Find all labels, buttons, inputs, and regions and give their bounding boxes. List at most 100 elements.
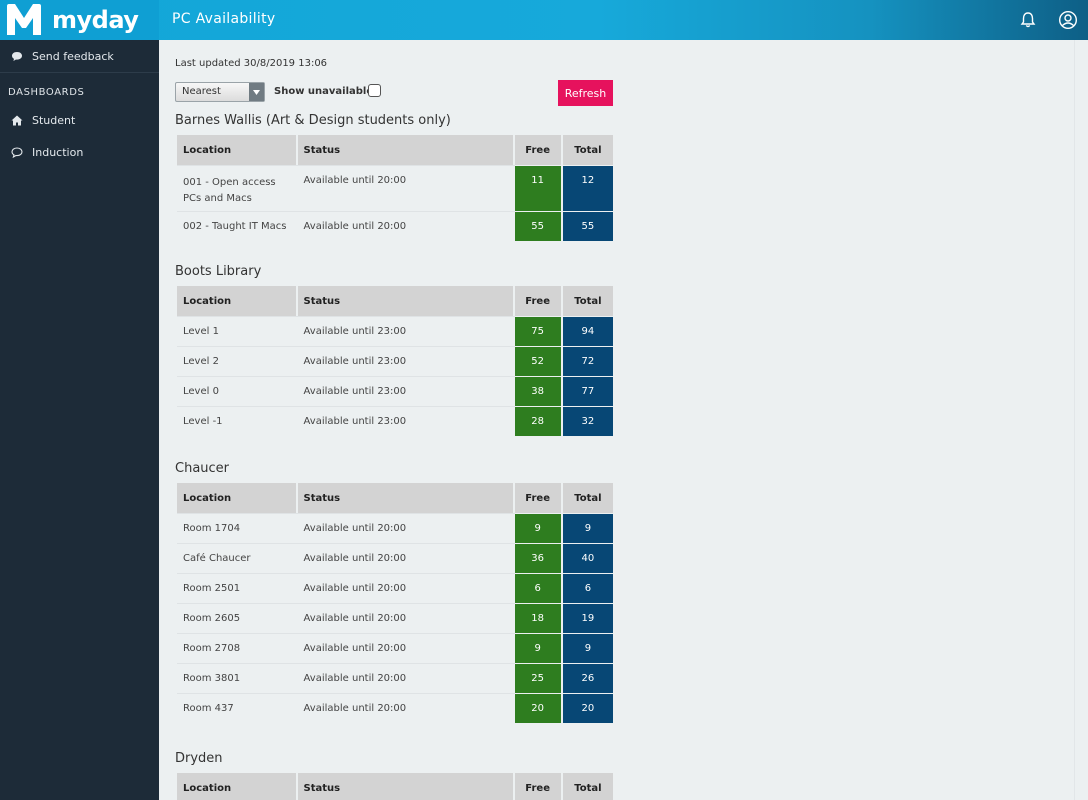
- total-cell: 9: [562, 513, 615, 543]
- location-cell: Room 2501: [177, 573, 298, 603]
- location-cell: Room 2605: [177, 603, 298, 633]
- speech-bubble-icon: [10, 49, 24, 63]
- total-cell: 19: [562, 603, 615, 633]
- free-cell: 75: [514, 316, 563, 346]
- table-row: Room 3801 Available until 20:00 25 26: [177, 663, 615, 693]
- building-section: Barnes Wallis (Art & Design students onl…: [175, 113, 615, 241]
- total-cell: 77: [562, 376, 615, 406]
- sidebar-item-label: Induction: [32, 145, 84, 159]
- free-cell: 18: [514, 603, 563, 633]
- total-count: 12: [562, 166, 613, 211]
- free-cell: 52: [514, 346, 563, 376]
- free-cell: 28: [514, 406, 563, 436]
- free-count: 36: [514, 544, 561, 573]
- scrollbar[interactable]: [1074, 40, 1088, 800]
- total-count: 94: [562, 317, 613, 346]
- show-unavailable-checkbox[interactable]: [368, 84, 381, 97]
- table-row: Level 0 Available until 23:00 38 77: [177, 376, 615, 406]
- status-cell: Available until 20:00: [297, 663, 515, 693]
- total-cell: 72: [562, 346, 615, 376]
- column-header-total: Total: [562, 286, 615, 316]
- column-header-status: Status: [297, 483, 515, 513]
- total-cell: 94: [562, 316, 615, 346]
- column-header-free: Free: [514, 773, 563, 800]
- free-count: 38: [514, 377, 561, 406]
- table-row: Room 2708 Available until 20:00 9 9: [177, 633, 615, 663]
- status-cell: Available until 20:00: [297, 543, 515, 573]
- free-cell: 38: [514, 376, 563, 406]
- controls-row: Nearest Show unavailable Refresh: [175, 80, 615, 107]
- table-row: Room 2605 Available until 20:00 18 19: [177, 603, 615, 633]
- location-cell: Room 2708: [177, 633, 298, 663]
- free-count: 18: [514, 604, 561, 633]
- total-count: 26: [562, 664, 613, 693]
- total-count: 55: [562, 212, 613, 241]
- status-cell: Available until 20:00: [297, 603, 515, 633]
- free-count: 11: [514, 166, 561, 211]
- building-section: Dryden Location Status Free Total: [175, 751, 615, 800]
- column-header-total: Total: [562, 483, 615, 513]
- location-cell: Café Chaucer: [177, 543, 298, 573]
- free-cell: 25: [514, 663, 563, 693]
- sidebar-section-heading: DASHBOARDS: [8, 87, 85, 98]
- table-row: 002 - Taught IT Macs Available until 20:0…: [177, 211, 615, 241]
- total-count: 77: [562, 377, 613, 406]
- free-count: 20: [514, 694, 561, 723]
- sidebar-item-send-feedback[interactable]: Send feedback: [0, 40, 159, 72]
- building-section: Chaucer Location Status Free Total Room 1704 A…: [175, 461, 615, 723]
- main-content: Last updated 30/8/2019 13:06 Nearest Sho…: [159, 40, 1074, 800]
- sort-select-value: Nearest: [182, 86, 221, 97]
- total-cell: 12: [562, 165, 615, 211]
- column-header-location: Location: [177, 286, 298, 316]
- total-count: 9: [562, 514, 613, 543]
- sort-select[interactable]: Nearest: [175, 82, 265, 102]
- status-cell: Available until 20:00: [297, 165, 515, 211]
- column-header-location: Location: [177, 135, 298, 165]
- total-count: 6: [562, 574, 613, 603]
- last-updated-text: Last updated 30/8/2019 13:06: [175, 58, 328, 69]
- brand-logo[interactable]: myday: [0, 0, 159, 40]
- free-count: 55: [514, 212, 561, 241]
- free-count: 52: [514, 347, 561, 376]
- top-bar: myday PC Availability: [0, 0, 1088, 40]
- availability-table: Location Status Free Total Level 1 Available …: [177, 286, 615, 436]
- availability-table: Location Status Free Total Room 1704 Availabl…: [177, 483, 615, 723]
- table-row: Room 2501 Available until 20:00 6 6: [177, 573, 615, 603]
- total-cell: 32: [562, 406, 615, 436]
- total-cell: 55: [562, 211, 615, 241]
- status-cell: Available until 20:00: [297, 573, 515, 603]
- sidebar: Send feedback DASHBOARDS Student Inducti…: [0, 40, 159, 800]
- chevron-down-icon: [249, 83, 264, 101]
- brand-name: myday: [52, 6, 139, 34]
- table-row: 001 - Open access PCs and Macs Available …: [177, 165, 615, 211]
- location-cell: Level 2: [177, 346, 298, 376]
- sidebar-item-student[interactable]: Student: [0, 104, 159, 136]
- table-row: Level 1 Available until 23:00 75 94: [177, 316, 615, 346]
- total-cell: 6: [562, 573, 615, 603]
- table-row: Level -1 Available until 23:00 28 32: [177, 406, 615, 436]
- sidebar-item-induction[interactable]: Induction: [0, 136, 159, 168]
- page-title: PC Availability: [172, 11, 276, 27]
- total-count: 32: [562, 407, 613, 436]
- table-row: Room 1704 Available until 20:00 9 9: [177, 513, 615, 543]
- status-cell: Available until 20:00: [297, 693, 515, 723]
- free-count: 6: [514, 574, 561, 603]
- free-cell: 6: [514, 573, 563, 603]
- free-count: 75: [514, 317, 561, 346]
- total-cell: 9: [562, 633, 615, 663]
- status-cell: Available until 20:00: [297, 211, 515, 241]
- location-cell: Level 0: [177, 376, 298, 406]
- free-count: 25: [514, 664, 561, 693]
- building-title: Chaucer: [175, 461, 230, 476]
- total-count: 72: [562, 347, 613, 376]
- bell-icon[interactable]: [1017, 9, 1039, 31]
- location-cell: Room 1704: [177, 513, 298, 543]
- total-cell: 26: [562, 663, 615, 693]
- user-icon[interactable]: [1057, 9, 1079, 31]
- column-header-free: Free: [514, 286, 563, 316]
- column-header-total: Total: [562, 135, 615, 165]
- refresh-button[interactable]: Refresh: [558, 80, 613, 106]
- table-row: Level 2 Available until 23:00 52 72: [177, 346, 615, 376]
- free-cell: 20: [514, 693, 563, 723]
- column-header-location: Location: [177, 773, 298, 800]
